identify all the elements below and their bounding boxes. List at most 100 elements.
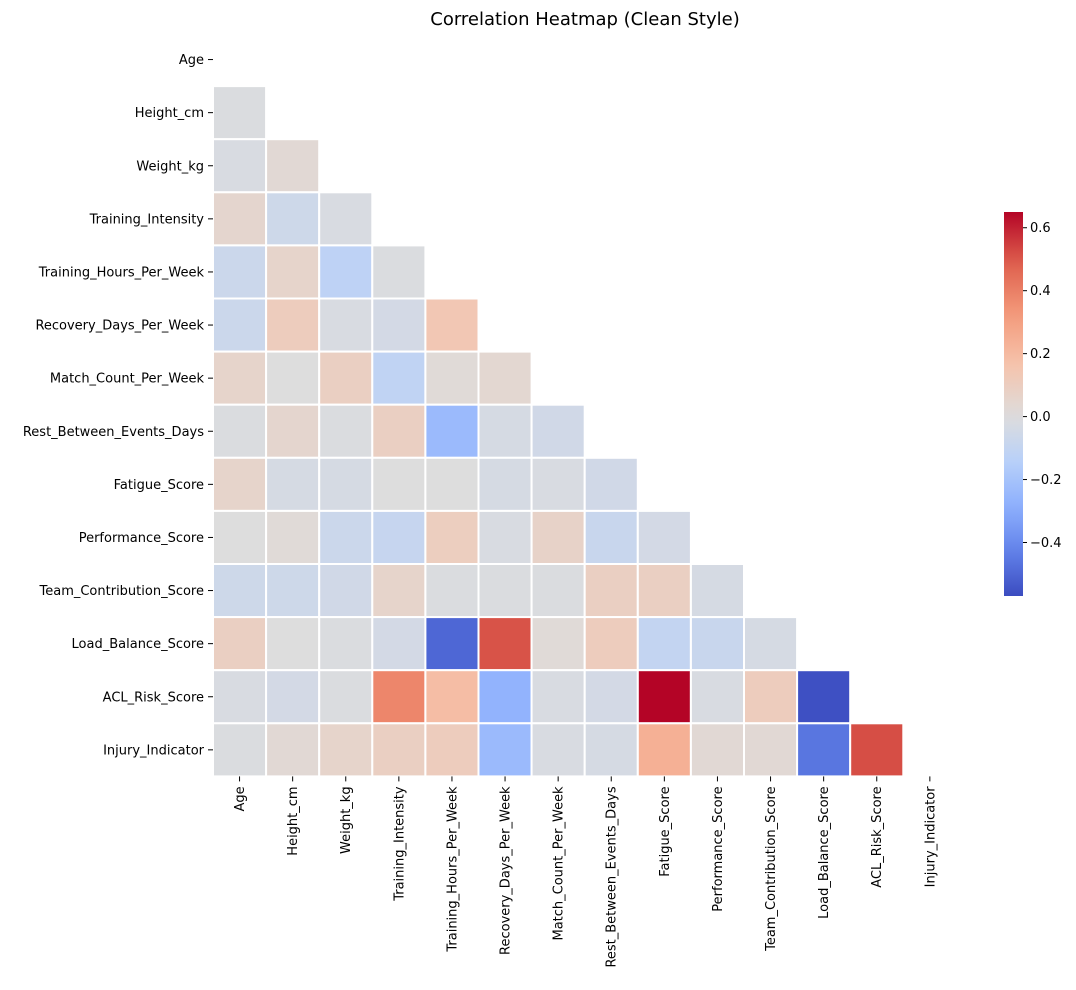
heatmap-cell-13-6 — [530, 722, 586, 778]
heatmap-cell-13-0 — [212, 722, 268, 778]
heatmap-cell-10-8 — [636, 563, 692, 619]
heatmap-cell-13-10 — [743, 722, 799, 778]
y-tick-label: Weight_kg — [136, 159, 204, 174]
heatmap-cell-9-8 — [636, 509, 692, 565]
heatmap-cell-11-7 — [583, 616, 639, 672]
heatmap-cell-8-1 — [265, 456, 321, 512]
heatmap-cell-10-4 — [424, 563, 480, 619]
colorbar-tick-label: 0.6 — [1030, 221, 1051, 236]
heatmap-cell-6-4 — [424, 350, 480, 406]
heatmap-cell-11-4 — [424, 616, 480, 672]
heatmap-cell-7-2 — [318, 403, 374, 459]
y-tick-label: Age — [179, 53, 204, 68]
heatmap-cell-12-8 — [636, 669, 692, 725]
y-tick-label: Injury_Indicator — [103, 743, 205, 758]
heatmap-cell-13-2 — [318, 722, 374, 778]
colorbar-tick-label: 0.0 — [1030, 410, 1051, 425]
heatmap-cell-13-8 — [636, 722, 692, 778]
heatmap-cell-7-6 — [530, 403, 586, 459]
y-tick-label: Rest_Between_Events_Days — [23, 425, 204, 440]
heatmap-cell-9-6 — [530, 509, 586, 565]
heatmap-cell-1-0 — [212, 85, 268, 141]
heatmap-cell-2-0 — [212, 138, 268, 194]
chart-title: Correlation Heatmap (Clean Style) — [430, 9, 739, 30]
x-tick-label: Recovery_Days_Per_Week — [499, 786, 514, 955]
heatmap-cell-11-10 — [743, 616, 799, 672]
heatmap-cell-12-3 — [371, 669, 427, 725]
heatmap-cell-12-0 — [212, 669, 268, 725]
colorbar-ticks: −0.4 −0.2 0.0 0.2 0.4 0.6 — [1023, 221, 1062, 551]
x-tick-label: Team_Contribution_Score — [764, 786, 779, 952]
heatmap-cell-8-3 — [371, 456, 427, 512]
heatmap-cell-12-10 — [743, 669, 799, 725]
heatmap-cell-2-1 — [265, 138, 321, 194]
heatmap-cell-9-3 — [371, 509, 427, 565]
heatmap-cell-6-5 — [477, 350, 533, 406]
heatmap-cell-13-4 — [424, 722, 480, 778]
heatmap-cell-13-12 — [849, 722, 905, 778]
heatmap-cell-10-0 — [212, 563, 268, 619]
x-tick-label: Weight_kg — [339, 786, 354, 854]
heatmap-cell-11-3 — [371, 616, 427, 672]
heatmap-cell-10-2 — [318, 563, 374, 619]
heatmap-cell-12-6 — [530, 669, 586, 725]
heatmap-cell-10-5 — [477, 563, 533, 619]
y-tick-label: Height_cm — [135, 106, 204, 121]
heatmap-cell-5-0 — [212, 297, 268, 353]
heatmap-cell-12-11 — [796, 669, 852, 725]
colorbar-tick-label: −0.4 — [1030, 536, 1062, 551]
heatmap-cell-13-7 — [583, 722, 639, 778]
heatmap-cell-6-0 — [212, 350, 268, 406]
heatmap-cell-7-5 — [477, 403, 533, 459]
heatmap-cell-5-1 — [265, 297, 321, 353]
heatmap-cell-9-1 — [265, 509, 321, 565]
y-axis-ticks: Age Height_cm Weight_kg Training_Intensity T… — [23, 53, 213, 758]
x-tick-label: Age — [233, 786, 248, 811]
heatmap-cell-9-5 — [477, 509, 533, 565]
heatmap-cell-3-0 — [212, 191, 268, 247]
y-tick-label: Match_Count_Per_Week — [50, 372, 205, 387]
heatmap-cell-10-1 — [265, 563, 321, 619]
heatmap-cell-5-2 — [318, 297, 374, 353]
heatmap-cell-10-7 — [583, 563, 639, 619]
heatmap-cell-11-1 — [265, 616, 321, 672]
colorbar-tick-label: 0.4 — [1030, 284, 1051, 299]
heatmap-cell-8-4 — [424, 456, 480, 512]
heatmap-cell-6-2 — [318, 350, 374, 406]
heatmap-cell-12-1 — [265, 669, 321, 725]
heatmap-cell-11-0 — [212, 616, 268, 672]
heatmap-cell-12-5 — [477, 669, 533, 725]
heatmap-cell-4-0 — [212, 244, 268, 300]
x-tick-label: Rest_Between_Events_Days — [605, 786, 620, 967]
heatmap-cell-11-8 — [636, 616, 692, 672]
y-tick-label: Performance_Score — [79, 531, 204, 546]
heatmap-cell-4-1 — [265, 244, 321, 300]
heatmap-cell-5-3 — [371, 297, 427, 353]
heatmap-cell-12-4 — [424, 669, 480, 725]
y-tick-label: Fatigue_Score — [114, 478, 204, 493]
x-tick-label: Fatigue_Score — [658, 786, 673, 876]
heatmap-cell-9-7 — [583, 509, 639, 565]
heatmap-cell-7-4 — [424, 403, 480, 459]
heatmap-cell-7-3 — [371, 403, 427, 459]
heatmap-cell-13-5 — [477, 722, 533, 778]
colorbar-tick-label: −0.2 — [1030, 473, 1062, 488]
heatmap-cell-13-9 — [689, 722, 746, 778]
heatmap-cell-4-2 — [318, 244, 374, 300]
heatmap-cell-10-9 — [689, 563, 746, 619]
x-tick-label: Height_cm — [286, 786, 301, 855]
x-tick-label: Load_Balance_Score — [817, 786, 832, 918]
heatmap-cell-9-4 — [424, 509, 480, 565]
heatmap-cell-11-6 — [530, 616, 586, 672]
heatmap-cell-8-6 — [530, 456, 586, 512]
heatmap-cell-7-0 — [212, 403, 268, 459]
colorbar-tick-label: 0.2 — [1030, 347, 1051, 362]
x-tick-label: Training_Hours_Per_Week — [445, 786, 460, 953]
heatmap-cell-13-1 — [265, 722, 321, 778]
heatmap-cell-8-5 — [477, 456, 533, 512]
y-tick-label: Load_Balance_Score — [72, 637, 204, 652]
y-tick-label: Team_Contribution_Score — [39, 584, 205, 599]
x-axis-ticks: Age Height_cm Weight_kg Training_Intensity T… — [233, 776, 938, 968]
heatmap-cell-8-7 — [583, 456, 639, 512]
